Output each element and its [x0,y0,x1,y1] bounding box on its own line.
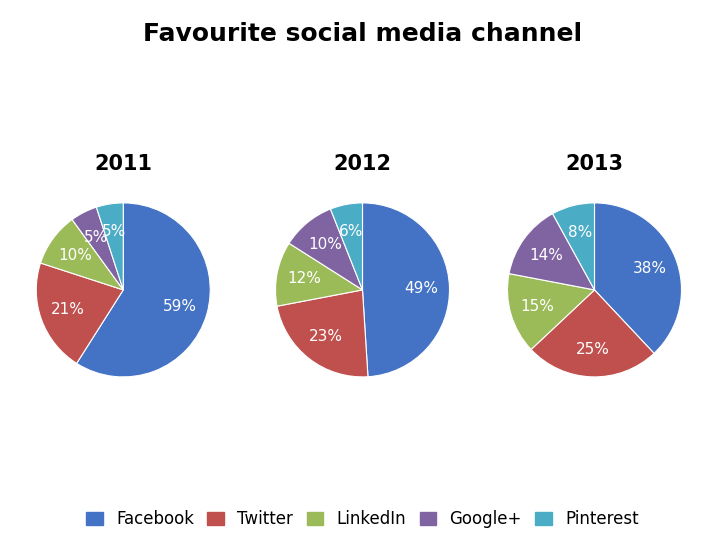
Wedge shape [362,203,450,377]
Text: 21%: 21% [51,302,85,317]
Wedge shape [594,203,682,353]
Wedge shape [277,290,368,377]
Text: 5%: 5% [84,230,109,245]
Text: 59%: 59% [163,299,197,314]
Text: 25%: 25% [576,341,610,357]
Title: 2011: 2011 [94,154,152,174]
Text: 6%: 6% [339,224,364,239]
Text: 10%: 10% [308,237,341,252]
Text: 23%: 23% [310,329,343,344]
Wedge shape [509,214,594,290]
Text: 5%: 5% [102,224,126,239]
Wedge shape [36,263,123,363]
Title: 2013: 2013 [566,154,624,174]
Wedge shape [531,290,654,377]
Wedge shape [96,203,123,290]
Legend: Facebook, Twitter, LinkedIn, Google+, Pinterest: Facebook, Twitter, LinkedIn, Google+, Pi… [81,505,644,533]
Wedge shape [276,243,362,306]
Wedge shape [41,219,123,290]
Text: 12%: 12% [287,271,321,286]
Wedge shape [552,203,594,290]
Wedge shape [507,274,594,350]
Text: 15%: 15% [521,299,555,314]
Text: 49%: 49% [405,281,439,295]
Wedge shape [72,207,123,290]
Wedge shape [77,203,210,377]
Wedge shape [289,209,362,290]
Text: 10%: 10% [59,248,92,263]
Text: 14%: 14% [530,248,563,263]
Wedge shape [331,203,362,290]
Text: 38%: 38% [632,260,666,276]
Text: Favourite social media channel: Favourite social media channel [143,22,582,46]
Title: 2012: 2012 [334,154,392,174]
Text: 8%: 8% [568,225,592,240]
